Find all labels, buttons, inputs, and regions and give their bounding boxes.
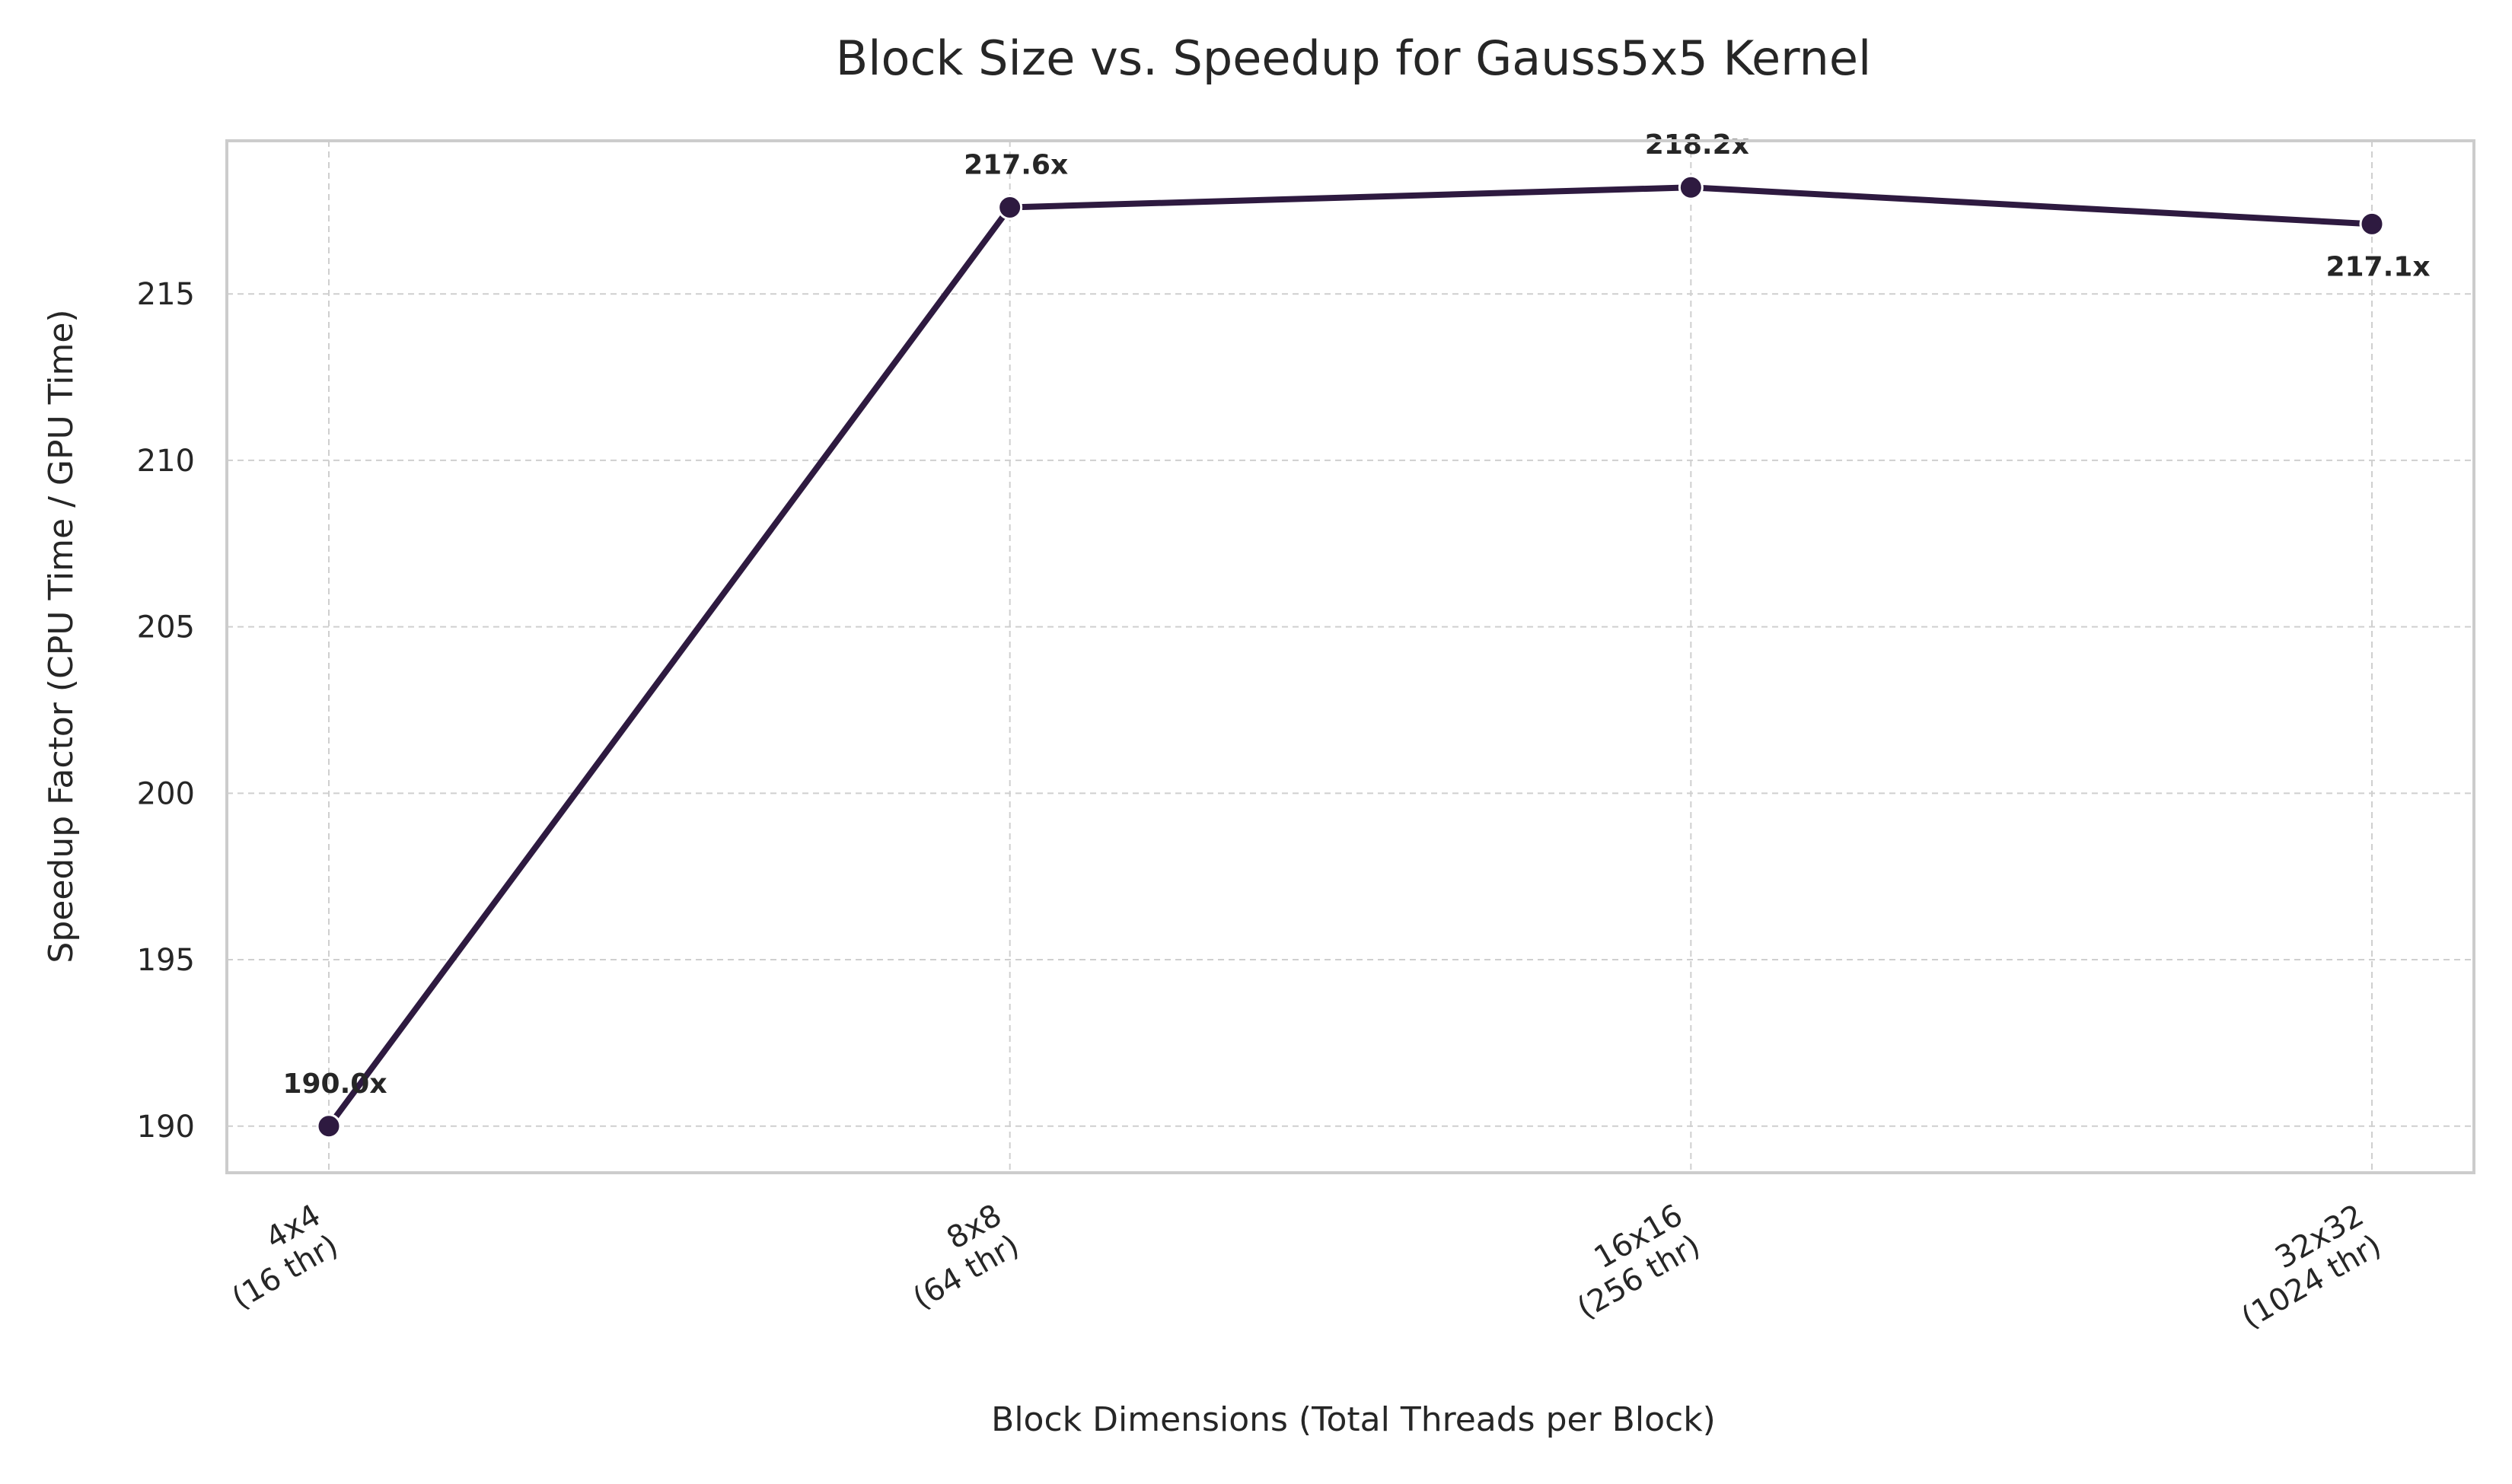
x-tick-label: 32x32(1024 thr) (2218, 1198, 2387, 1336)
y-tick-label: 215 (137, 277, 195, 312)
y-tick-label: 195 (137, 943, 195, 978)
x-tick-label: 16x16(256 thr) (1554, 1198, 1706, 1326)
y-tick-label: 205 (137, 610, 195, 645)
y-tick-label: 200 (137, 776, 195, 811)
data-label: 190.0x (282, 1068, 387, 1100)
y-tick-label: 210 (137, 444, 195, 479)
data-markers (316, 174, 2385, 1139)
data-label: 217.1x (2326, 251, 2430, 282)
chart-title: Block Size vs. Speedup for Gauss5x5 Kern… (836, 30, 1871, 86)
x-axis-ticks: 4x4(16 thr) 8x8(64 thr) 16x16(256 thr) 32x3… (209, 1198, 2387, 1336)
data-labels: 190.0x 217.6x 218.2x 217.1x (282, 129, 2430, 1100)
series-line (326, 184, 2373, 1129)
plot-frame (225, 139, 2475, 1174)
data-point (2359, 211, 2385, 237)
x-tick-label: 4x4(16 thr) (209, 1198, 344, 1317)
y-axis-ticks: 190 195 200 205 210 215 (137, 277, 195, 1145)
data-point (316, 1113, 342, 1139)
grid-lines (227, 141, 2474, 1173)
x-tick-label: 8x8(64 thr) (890, 1198, 1025, 1317)
y-tick-label: 190 (137, 1110, 195, 1145)
data-label: 218.2x (1645, 129, 1749, 161)
x-axis-label: Block Dimensions (Total Threads per Bloc… (991, 1400, 1716, 1439)
data-label: 217.6x (964, 149, 1068, 180)
data-point (997, 194, 1023, 220)
y-axis-label: Speedup Factor (CPU Time / GPU Time) (42, 309, 81, 963)
data-point (1678, 174, 1704, 200)
